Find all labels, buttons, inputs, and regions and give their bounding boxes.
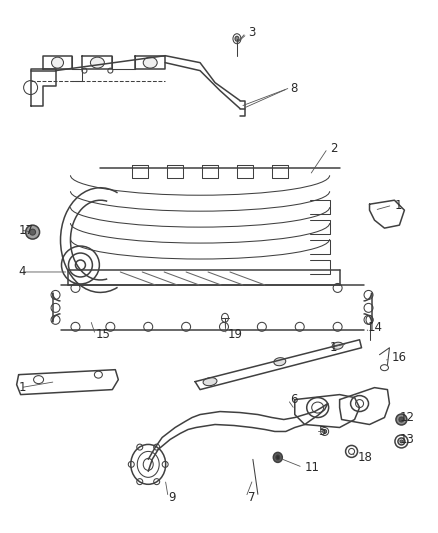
Text: 1: 1 [330, 341, 337, 354]
Text: 2: 2 [330, 142, 337, 155]
Text: 13: 13 [399, 433, 414, 446]
Text: 9: 9 [168, 491, 176, 504]
Text: 17: 17 [19, 224, 34, 237]
Ellipse shape [143, 57, 157, 68]
Ellipse shape [399, 417, 404, 422]
Text: 5: 5 [318, 425, 325, 438]
Ellipse shape [396, 414, 407, 425]
Ellipse shape [273, 453, 283, 462]
Ellipse shape [25, 225, 39, 239]
Ellipse shape [276, 455, 280, 460]
Text: 7: 7 [248, 491, 255, 504]
Text: 1: 1 [395, 199, 402, 212]
Text: 6: 6 [290, 393, 297, 406]
Text: 8: 8 [290, 82, 297, 95]
Ellipse shape [52, 57, 64, 68]
Text: 16: 16 [392, 351, 406, 364]
Text: 18: 18 [357, 451, 372, 464]
Ellipse shape [332, 342, 343, 349]
Text: 11: 11 [305, 461, 320, 474]
Ellipse shape [235, 36, 239, 41]
Text: 19: 19 [228, 328, 243, 341]
Text: 1: 1 [19, 381, 26, 394]
Ellipse shape [400, 440, 403, 443]
Text: 4: 4 [19, 265, 26, 278]
Ellipse shape [323, 430, 327, 433]
Text: 12: 12 [399, 411, 414, 424]
Ellipse shape [203, 377, 217, 386]
Text: 15: 15 [95, 328, 110, 341]
Ellipse shape [274, 358, 286, 366]
Text: 14: 14 [367, 321, 382, 334]
Text: 3: 3 [248, 26, 255, 39]
Ellipse shape [90, 57, 104, 68]
Ellipse shape [30, 229, 35, 235]
